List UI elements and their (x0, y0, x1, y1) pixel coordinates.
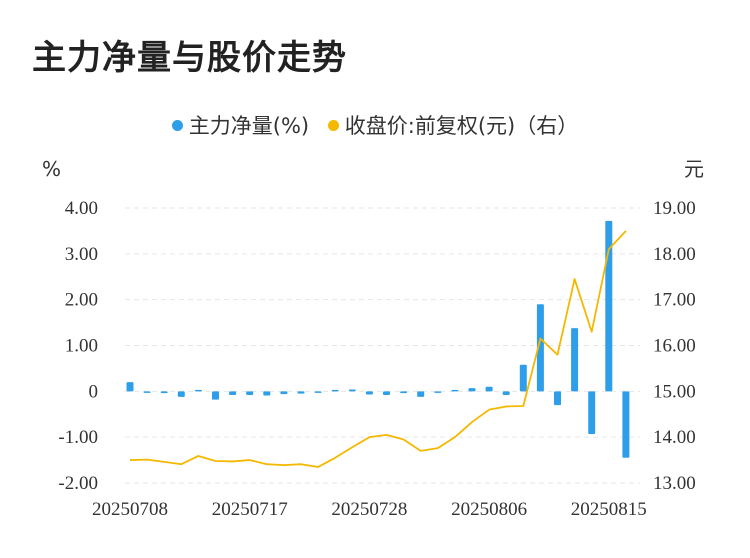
bar (588, 391, 596, 434)
right-tick-label: 19.00 (653, 198, 696, 219)
x-tick-label: 20250728 (331, 499, 407, 520)
bar (417, 391, 425, 397)
bar (383, 391, 390, 395)
legend: 主力净量(%) 收盘价:前复权(元)（右） (0, 110, 750, 140)
legend-item-bar[interactable]: 主力净量(%) (171, 110, 310, 140)
price-line (129, 230, 627, 468)
line-series (129, 230, 627, 468)
bar (519, 364, 527, 392)
bar (365, 391, 373, 395)
legend-line-swatch (327, 119, 339, 131)
bar (143, 391, 151, 393)
bar (331, 389, 339, 392)
right-tick-label: 15.00 (653, 381, 696, 402)
right-tick-label: 17.00 (653, 290, 696, 311)
grid-lines (125, 207, 640, 484)
bar (280, 391, 288, 395)
x-tick-label: 20250806 (451, 499, 527, 520)
bar (622, 391, 630, 458)
bar (434, 391, 442, 393)
x-tick-label: 20250717 (212, 499, 288, 520)
bar (485, 386, 493, 392)
left-tick-label: 3.00 (65, 244, 98, 265)
right-tick-label: 18.00 (653, 244, 696, 265)
x-tick-label: 20250708 (92, 499, 168, 520)
right-tick-label: 13.00 (653, 473, 696, 494)
bar (314, 391, 322, 393)
bar (571, 328, 579, 392)
left-tick-label: 0 (89, 381, 99, 402)
bar (263, 391, 271, 396)
right-axis-unit: 元 (684, 157, 704, 181)
legend-item-line[interactable]: 收盘价:前复权(元)（右） (327, 110, 579, 140)
legend-bar-swatch (171, 119, 183, 131)
legend-line-label: 收盘价:前复权(元)（右） (344, 114, 579, 138)
bar (502, 391, 510, 395)
bar (400, 391, 408, 394)
bar (160, 391, 168, 394)
left-tick-label: 4.00 (65, 198, 98, 219)
bar (536, 304, 544, 392)
x-tick-label: 20250815 (571, 499, 647, 520)
bar (554, 391, 561, 406)
bar (212, 391, 219, 400)
bar (605, 220, 613, 392)
bar (348, 389, 356, 392)
bar (177, 391, 185, 397)
bar (468, 388, 476, 392)
bar (297, 391, 305, 394)
right-tick-label: 14.00 (653, 427, 696, 448)
left-tick-label: -1.00 (58, 427, 98, 448)
left-axis-unit: % (42, 157, 61, 181)
bar (229, 391, 237, 395)
bar (246, 391, 254, 395)
left-tick-label: 1.00 (65, 336, 98, 357)
x-axis-ticks: 20250708 20250717 20250728 20250806 20250815 (92, 499, 647, 520)
legend-bar-label: 主力净量(%) (188, 114, 310, 138)
bar (194, 389, 202, 392)
left-tick-label: 2.00 (65, 290, 98, 311)
bar-series (126, 220, 630, 458)
left-tick-label: -2.00 (58, 473, 98, 494)
right-tick-label: 16.00 (653, 336, 696, 357)
right-axis-ticks: 19.00 18.00 17.00 16.00 15.00 14.00 13.00 (653, 198, 696, 494)
left-axis-ticks: 4.00 3.00 2.00 1.00 0 -1.00 -2.00 (58, 198, 98, 494)
bar (451, 389, 459, 392)
chart-title: 主力净量与股价走势 (32, 38, 347, 78)
bar (126, 382, 134, 392)
